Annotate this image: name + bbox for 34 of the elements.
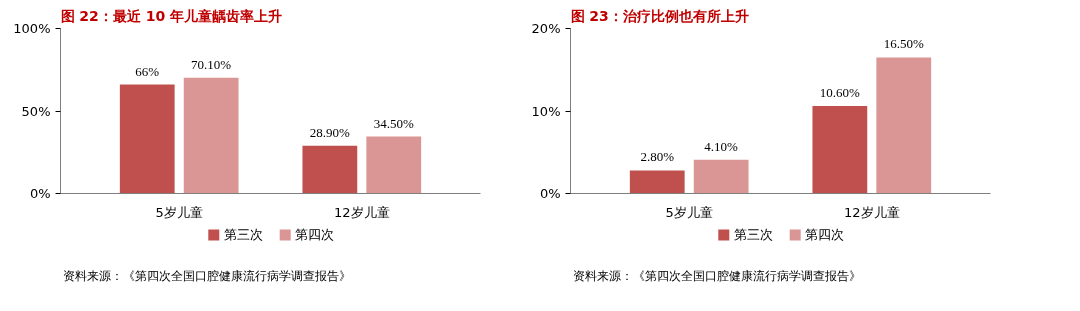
x-tick-label: 12岁儿童 — [844, 204, 900, 220]
y-tick-label: 0% — [539, 186, 561, 201]
chart-title: 图 22：最近 10 年儿童龋齿率上升 — [60, 7, 283, 24]
data-label: 4.10% — [704, 138, 739, 154]
x-tick-label: 5岁儿童 — [155, 204, 203, 220]
bar — [302, 145, 358, 194]
bar — [812, 106, 868, 194]
data-label: 70.10% — [191, 56, 232, 72]
data-label: 66% — [135, 63, 160, 79]
legend-label: 第三次 — [223, 227, 263, 243]
x-tick-label: 12岁儿童 — [334, 204, 390, 220]
text: 资料来源：《第四次全国口腔健康流行病学调查报告》 — [62, 268, 351, 283]
bar — [366, 136, 422, 194]
legend-label: 第四次 — [295, 227, 335, 243]
data-label: 16.50% — [883, 36, 924, 52]
bar — [183, 77, 239, 194]
y-tick-label: 50% — [21, 103, 51, 119]
legend-label: 第三次 — [733, 227, 773, 243]
chart-title: 图 23：治疗比例也有所上升 — [570, 7, 749, 24]
bar — [693, 159, 749, 194]
legend-label: 第四次 — [805, 227, 845, 243]
data-label: 28.90% — [309, 124, 351, 140]
bar — [119, 84, 175, 194]
y-tick-label: 20% — [531, 21, 561, 36]
data-label: 10.60% — [819, 85, 861, 101]
bar — [876, 57, 932, 194]
bar — [629, 170, 685, 194]
text: 资料来源：《第四次全国口腔健康流行病学调查报告》 — [572, 268, 861, 283]
data-label: 2.80% — [640, 149, 675, 165]
y-tick-label: 10% — [531, 103, 561, 119]
data-label: 34.50% — [373, 115, 414, 131]
y-tick-label: 0% — [29, 186, 51, 201]
x-tick-label: 5岁儿童 — [665, 204, 713, 220]
y-tick-label: 100% — [13, 21, 51, 36]
